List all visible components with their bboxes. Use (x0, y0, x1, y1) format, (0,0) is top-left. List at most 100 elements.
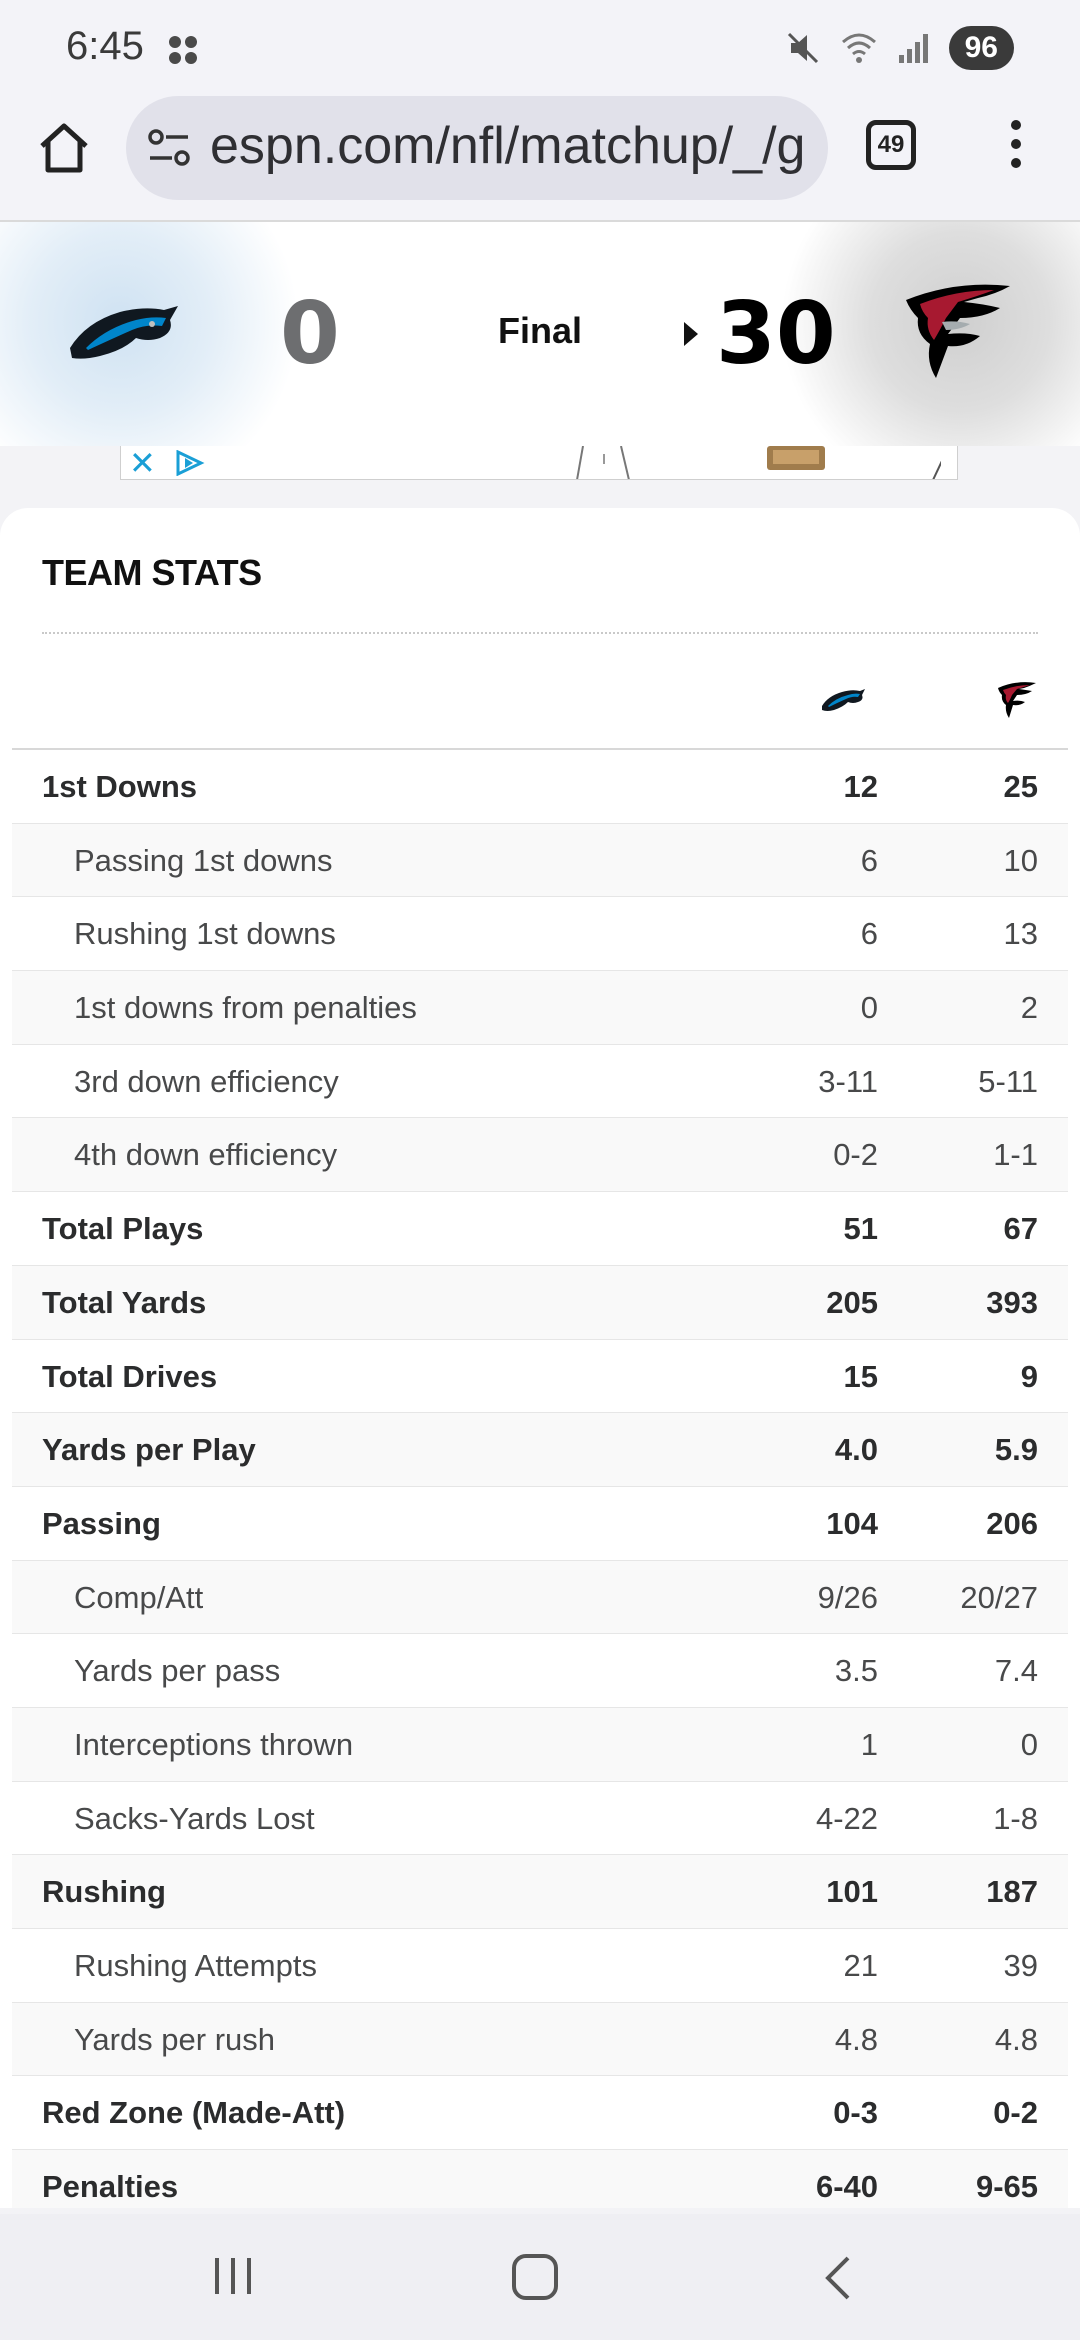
stat-home-value: 20/27 (960, 1579, 1038, 1615)
stat-home-value: 13 (1003, 916, 1038, 952)
stat-away-value: 6-40 (815, 2169, 878, 2205)
ad-artwork (576, 446, 941, 479)
stat-label: Comp/Att (74, 1579, 204, 1615)
stat-home-value: 393 (986, 1284, 1038, 1320)
stat-away-value: 4-22 (815, 1800, 878, 1836)
stat-row: Passing 1st downs 6 10 (12, 823, 1068, 898)
stat-label: Total Yards (42, 1284, 207, 1320)
ad-close-icon[interactable]: ✕ (129, 446, 156, 480)
stat-home-value: 187 (986, 1874, 1038, 1910)
stat-label: Red Zone (Made-Att) (42, 2095, 346, 2131)
stat-away-value: 104 (826, 1505, 878, 1541)
stat-row: 1st downs from penalties 0 2 (12, 971, 1068, 1045)
home-button-icon[interactable] (512, 2254, 558, 2300)
stat-home-value: 67 (1003, 1211, 1038, 1247)
stat-row: Comp/Att 9/26 20/27 (12, 1560, 1068, 1635)
stat-row: Penalties 6-40 9-65 (12, 2150, 1068, 2208)
stat-away-value: 0-3 (833, 2095, 878, 2131)
stat-away-value: 21 (843, 1948, 878, 1983)
stat-label: Sacks-Yards Lost (74, 1800, 315, 1836)
stat-label: Rushing Attempts (74, 1948, 317, 1983)
stat-label: Rushing (42, 1874, 166, 1910)
ad-choices-icon[interactable] (175, 450, 205, 476)
stat-away-value: 15 (843, 1358, 878, 1394)
stat-home-value: 9-65 (975, 2169, 1038, 2205)
stat-home-value: 10 (1003, 842, 1038, 878)
status-icons: 96 (785, 26, 1014, 70)
stat-away-value: 4.0 (834, 1432, 878, 1468)
stat-row: Passing 104 206 (12, 1487, 1068, 1561)
tabs-icon[interactable]: 49 (866, 120, 916, 170)
panthers-logo[interactable] (66, 298, 182, 372)
stats-table: 1st Downs 12 25 Passing 1st downs 6 10 Rushing… (12, 750, 1068, 2208)
stat-label: Yards per Play (42, 1432, 256, 1468)
stat-home-value: 25 (1003, 769, 1038, 804)
stat-row: Total Plays 51 67 (12, 1192, 1068, 1266)
stat-row: Rushing 1st downs 6 13 (12, 897, 1068, 972)
stat-away-value: 0-2 (833, 1137, 878, 1173)
stat-row: Interceptions thrown 1 0 (12, 1707, 1068, 1782)
stat-home-value: 5-11 (978, 1063, 1038, 1099)
stat-home-value: 2 (1020, 990, 1038, 1026)
stat-away-value: 12 (843, 769, 878, 804)
stat-row: 4th down efficiency 0-2 1-1 (12, 1118, 1068, 1193)
stat-home-value: 1-1 (993, 1137, 1038, 1173)
stat-label: 1st Downs (42, 769, 198, 804)
falcons-logo[interactable] (896, 278, 1016, 390)
winner-arrow-icon (684, 322, 698, 346)
stat-home-value: 1-8 (993, 1800, 1038, 1836)
stat-away-value: 1 (860, 1726, 878, 1762)
stat-label: 3rd down efficiency (74, 1063, 339, 1099)
stat-away-value: 205 (826, 1284, 878, 1320)
stat-label: Yards per pass (74, 1653, 281, 1689)
battery-indicator: 96 (948, 26, 1014, 70)
stat-home-value: 4.8 (994, 2021, 1038, 2057)
stat-row: 3rd down efficiency 3-11 5-11 (12, 1045, 1068, 1119)
stat-row: Sacks-Yards Lost 4-22 1-8 (12, 1782, 1068, 1856)
stat-away-value: 3-11 (818, 1063, 878, 1099)
browser-toolbar: espn.com/nfl/matchup/_/g 49 (0, 96, 1080, 222)
stat-row: Yards per Play 4.0 5.9 (12, 1413, 1068, 1487)
team-stats-card: TEAM STATS 1st Downs 12 25 Passing 1st down… (0, 508, 1080, 2208)
ad-banner[interactable]: ✕ (120, 446, 958, 480)
stat-label: Total Drives (42, 1358, 218, 1394)
stat-label: 4th down efficiency (74, 1137, 338, 1173)
more-menu-icon[interactable] (1006, 120, 1026, 176)
stat-home-value: 7.4 (994, 1653, 1038, 1689)
stat-row: Rushing 101 187 (12, 1855, 1068, 1929)
wifi-icon (841, 33, 876, 63)
system-nav-bar (0, 2214, 1080, 2340)
stat-away-value: 0 (860, 990, 878, 1026)
stat-label: Passing (42, 1505, 161, 1541)
stat-label: Rushing 1st downs (74, 916, 336, 952)
home-icon[interactable] (34, 118, 94, 178)
recent-apps-icon[interactable] (212, 2256, 254, 2296)
stat-row: 1st Downs 12 25 (12, 750, 1068, 824)
status-time: 6:45 (66, 24, 144, 68)
stat-label: Passing 1st downs (74, 842, 333, 878)
stat-home-value: 0 (1020, 1726, 1038, 1762)
stat-label: Yards per rush (74, 2021, 276, 2057)
stat-away-value: 6 (860, 916, 878, 952)
stat-away-value: 3.5 (834, 1653, 878, 1689)
stat-home-value: 9 (1020, 1358, 1038, 1394)
stat-away-value: 4.8 (834, 2021, 878, 2057)
game-status: Final (497, 310, 582, 351)
section-title: TEAM STATS (42, 552, 262, 593)
stat-label: Total Plays (42, 1211, 204, 1247)
away-score: 0 (280, 284, 340, 384)
stat-label: Penalties (42, 2169, 179, 2205)
stat-home-value: 206 (986, 1505, 1038, 1541)
stat-away-value: 101 (826, 1874, 878, 1910)
signal-icon (898, 34, 928, 63)
url-text[interactable]: espn.com/nfl/matchup/_/g (210, 117, 806, 175)
site-info-icon[interactable] (148, 128, 190, 168)
stat-row: Total Drives 15 9 (12, 1340, 1068, 1414)
back-icon[interactable] (818, 2254, 858, 2302)
stat-row: Yards per pass 3.5 7.4 (12, 1634, 1068, 1708)
panthers-logo (822, 689, 865, 711)
stat-away-value: 6 (860, 842, 878, 878)
stat-row: Red Zone (Made-Att) 0-3 0-2 (12, 2076, 1068, 2151)
stat-row: Yards per rush 4.8 4.8 (12, 2002, 1068, 2077)
address-bar[interactable]: espn.com/nfl/matchup/_/g (126, 96, 828, 200)
